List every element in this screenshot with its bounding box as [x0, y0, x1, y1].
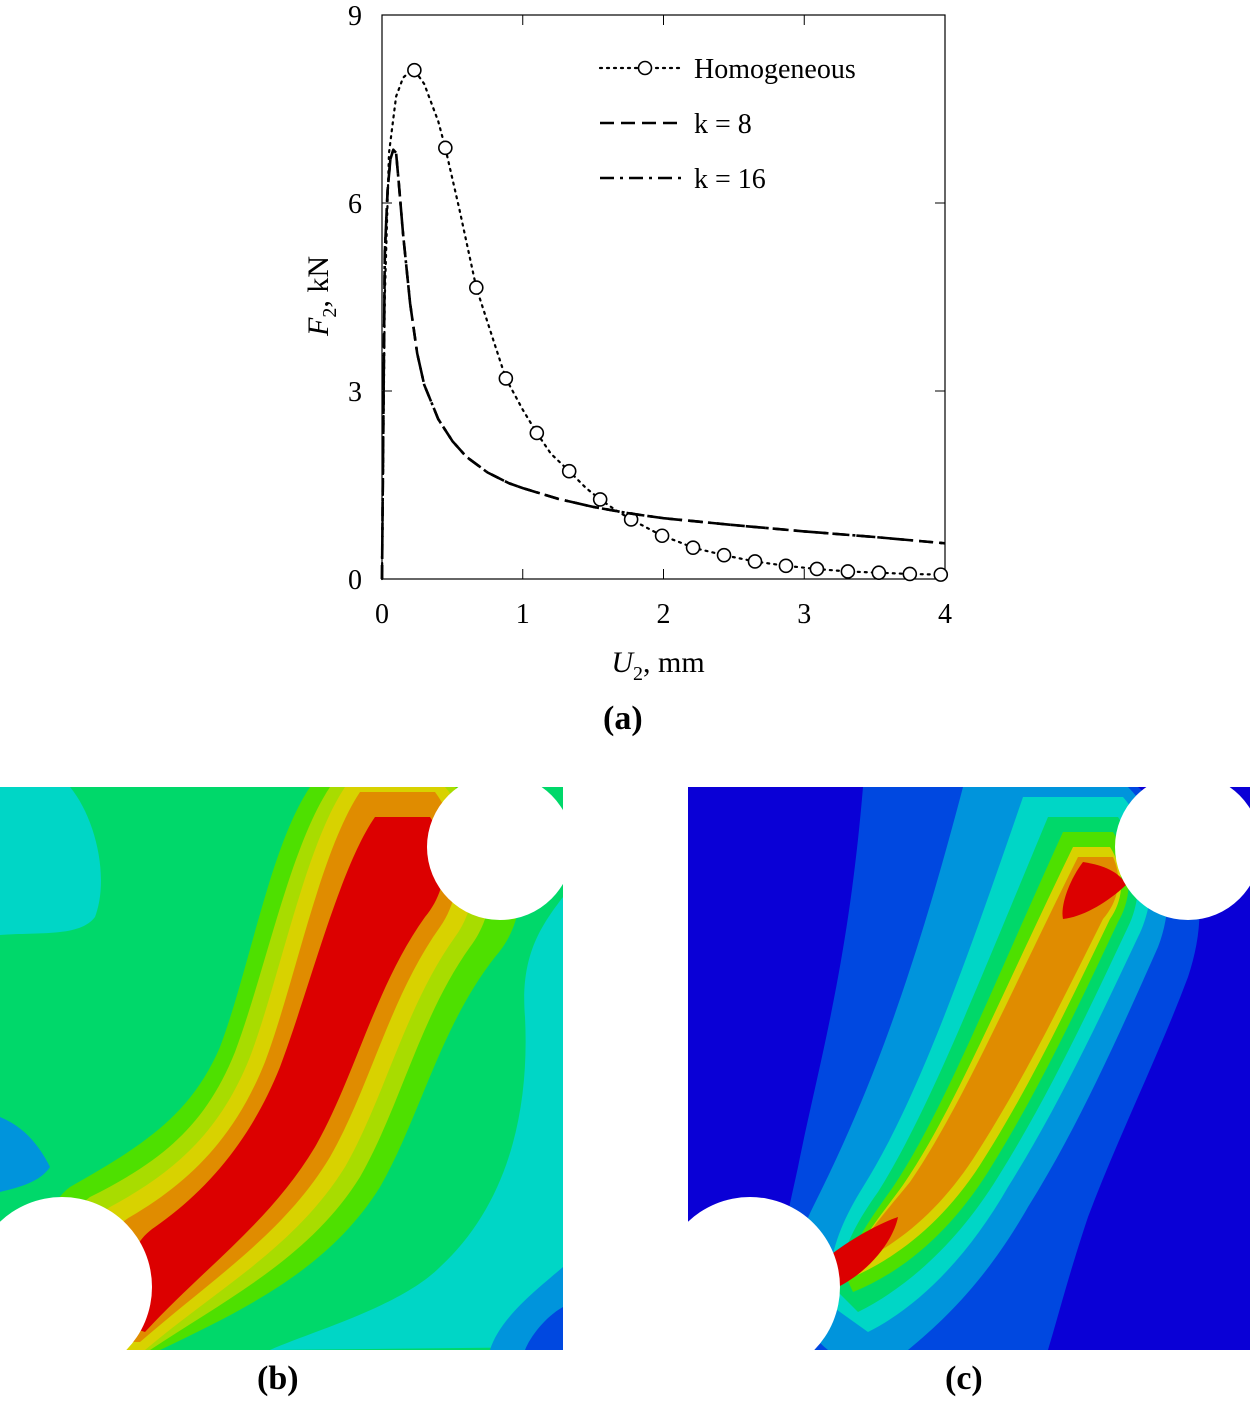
series-marker [747, 554, 763, 569]
y-axis-ticks: 0 3 6 9 [348, 1, 945, 596]
contour-c-red-bottom [828, 1217, 898, 1287]
series-marker [407, 62, 422, 78]
legend-marker [637, 60, 653, 76]
series-marker [933, 567, 949, 582]
legend: Homogeneous k = 8 k = 16 [598, 54, 856, 195]
series-marker [438, 140, 453, 156]
caption-a: (a) [603, 700, 643, 737]
series-marker [529, 425, 545, 441]
contour-b-deep-blue-right [525, 1307, 563, 1350]
legend-label-1: k = 8 [694, 109, 752, 140]
x-tick-label: 4 [938, 599, 952, 630]
series-marker [469, 280, 484, 295]
series-marker [871, 565, 887, 581]
y-tick-label: 3 [348, 377, 362, 408]
hole-bottom-left [0, 1197, 152, 1350]
x-tick-label: 2 [657, 599, 671, 630]
x-tick-label: 1 [516, 599, 530, 630]
y-axis-label: F2, kN [302, 256, 341, 337]
series-layer [380, 62, 949, 582]
series-marker [654, 528, 670, 544]
x-tick-label: 3 [797, 599, 811, 630]
contour-b-cyan-region-right [270, 897, 563, 1350]
series-marker [716, 547, 732, 563]
legend-label-0: Homogeneous [694, 54, 856, 85]
series-marker [809, 561, 825, 577]
y-tick-label: 6 [348, 189, 362, 220]
hole-bottom-left-c [688, 1197, 840, 1350]
plot-frame [381, 14, 946, 580]
plot-border [381, 14, 946, 580]
contour-c-red-top [1062, 862, 1126, 919]
series-marker [561, 463, 577, 479]
caption-b: (b) [257, 1360, 299, 1397]
contour-plot-c [688, 787, 1250, 1350]
series-line-1 [380, 148, 946, 580]
series-marker [592, 492, 608, 507]
series-marker [840, 564, 856, 579]
series-marker [498, 371, 514, 386]
contour-b-blue-left [0, 1117, 50, 1192]
contour-b-cyan-region-top [0, 787, 101, 935]
force-displacement-chart: 0 1 2 3 4 0 3 6 9 Homogeneous k = 8 k = 16 U2, mm… [302, 1, 952, 685]
series-line-0 [380, 68, 942, 581]
hole-top-right [427, 787, 563, 920]
hole-top-right-c [1115, 787, 1250, 920]
y-tick-label: 9 [348, 1, 362, 32]
series-marker [902, 566, 918, 582]
series-marker [778, 558, 794, 574]
y-tick-label: 0 [348, 565, 362, 596]
contour-plot-b [0, 787, 563, 1350]
x-tick-label: 0 [375, 599, 389, 630]
contour-b-red-band [127, 817, 445, 1332]
series-marker [685, 540, 701, 555]
x-axis-label: U2, mm [611, 646, 704, 685]
x-axis-ticks: 0 1 2 3 4 [375, 15, 952, 630]
caption-c: (c) [945, 1360, 983, 1397]
contour-c-orange-band [848, 857, 1119, 1267]
legend-label-2: k = 16 [694, 164, 766, 195]
series-line-2 [380, 148, 946, 580]
